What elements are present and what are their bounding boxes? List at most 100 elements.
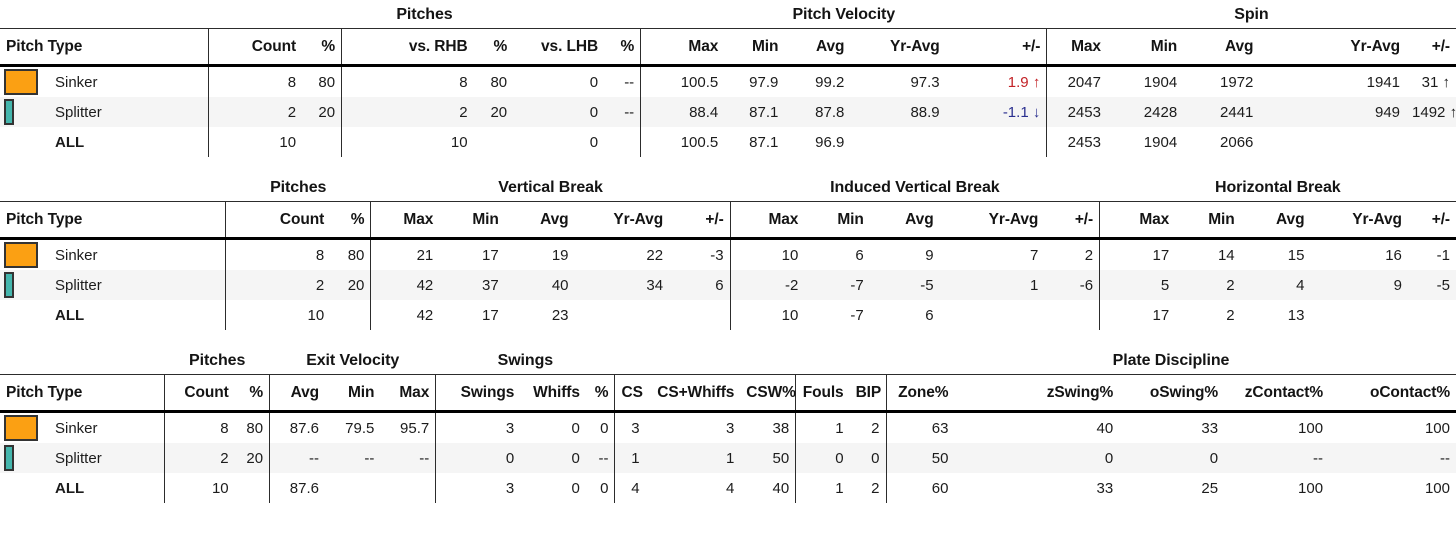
cell-splitter-csw: 50 (740, 443, 796, 473)
cell-splitter-pct: 20 (302, 97, 342, 127)
cell-sinker-vs-rhb: 8 (341, 65, 474, 97)
cell-splitter-plus-minus: 6 (669, 270, 731, 300)
cell-splitter-avg: 4 (1240, 270, 1311, 300)
cell-splitter-count: 2 (164, 443, 235, 473)
cell-sinker-plus-minus: 1.9 ↑ (1007, 73, 1041, 91)
pitch-type-label: Sinker (55, 419, 98, 437)
group-title-spacer (0, 173, 225, 202)
cell-all-pct (302, 127, 342, 157)
cell-all-max: 100.5 (640, 127, 725, 157)
group-title-swings: Swings (497, 352, 554, 369)
cell-sinker-yr-avg: 16 (1385, 246, 1402, 264)
splitter-color-swatch (4, 99, 14, 125)
cell-sinker-pct: 80 (490, 73, 508, 91)
col-header-vs-rhb: vs. RHB (341, 28, 474, 67)
col-header-yr-avg: Yr-Avg (574, 201, 670, 240)
cell-all-count: 10 (164, 473, 235, 503)
table-exit-velocity-plate-discipline: Pitches Exit Velocity Swings Plate Discipli… (0, 346, 1456, 503)
col-header-max: Max (380, 374, 436, 413)
cell-sinker-zswing: 40 (1096, 419, 1114, 437)
pitch-type-cell-splitter: Splitter (0, 270, 226, 300)
cell-splitter-cs: 1 (614, 443, 646, 473)
cell-sinker-avg: 19 (551, 246, 569, 264)
cell-all-plus-minus (1406, 127, 1456, 157)
cell-sinker-avg: 15 (1287, 246, 1305, 264)
cell-splitter-plus-minus: -1.1 ↓ (945, 97, 1047, 127)
table-row-splitter: Splitter 2 20 2 20 0 -- 88.4 87.1 87.8 88.9 -1.1 ↓ 2… (0, 97, 1456, 127)
group-title-spin: Spin (1234, 6, 1269, 23)
group-title-exit-velocity: Exit Velocity (306, 352, 400, 369)
cell-splitter-max: -- (380, 443, 436, 473)
col-header-min: Min (1106, 28, 1184, 67)
group-title-row: Pitches Exit Velocity Swings Plate Discipli… (0, 346, 1456, 375)
cell-sinker-min: 6 (855, 246, 864, 264)
group-title-spacer (796, 346, 886, 375)
cell-all-min: 1904 (1143, 133, 1178, 151)
cell-sinker-count: 8 (164, 411, 235, 443)
cell-all-min: 2 (1226, 306, 1235, 324)
cell-all-max (380, 473, 435, 503)
cell-sinker-swings: 3 (435, 411, 521, 443)
col-header-oswing: oSwing% (1119, 374, 1225, 413)
cell-all-yr-avg (575, 300, 670, 330)
cell-splitter-pct: 20 (473, 97, 514, 127)
cell-all-avg: 23 (551, 306, 569, 324)
table-row-all: ALL 10 42 17 23 10 -7 6 17 2 13 (0, 300, 1456, 330)
cell-sinker-csw: 38 (772, 419, 790, 437)
cell-splitter-vs-lhb: 0 (513, 97, 605, 127)
cell-splitter-max: -2 (729, 270, 805, 300)
table-row-all: ALL 10 10 0 100.5 87.1 96.9 2453 1904 2066 (0, 127, 1456, 157)
table-row-sinker: Sinker 8 80 8 80 0 -- 100.5 97.9 99.2 97.3 1.9 ↑ 204… (0, 65, 1456, 97)
cell-sinker-vs-lhb: 0 (589, 73, 599, 91)
cell-splitter-avg: 40 (504, 270, 575, 300)
cell-sinker-min: 14 (1217, 246, 1235, 264)
col-header-pitch-type: Pitch Type (0, 201, 226, 240)
cell-sinker-avg: 99.2 (815, 73, 845, 91)
cell-sinker-count: 8 (207, 65, 303, 97)
col-header-avg: Avg (269, 374, 325, 413)
cell-all-yr-avg (1310, 300, 1407, 330)
cell-sinker-cs-whiffs: 3 (725, 419, 735, 437)
cell-all-oswing: 25 (1201, 479, 1219, 497)
cell-all-min: 17 (482, 306, 499, 324)
column-header-row: Pitch Type Count% Max Min Avg Yr-Avg +/- Max Min… (0, 201, 1456, 240)
cell-sinker-max: 95.7 (400, 419, 430, 437)
cell-splitter-whiffs: 0 (520, 443, 586, 473)
cell-splitter-plus-minus: -5 (1407, 270, 1456, 300)
cell-splitter-cs-whiffs: 1 (645, 443, 741, 473)
group-title-spacer (0, 0, 208, 29)
cell-splitter-plus-minus: 1492 ↑ (1406, 97, 1456, 127)
cell-splitter-avg: -- (269, 443, 325, 473)
cell-sinker-pct: 80 (347, 246, 365, 264)
cell-sinker-yr-avg: 1941 (1366, 73, 1401, 91)
cell-sinker-min: 1904 (1143, 73, 1178, 91)
cell-splitter-pct: -- (604, 97, 641, 127)
col-header-pct: % (585, 374, 615, 413)
pitch-type-label: Sinker (55, 246, 98, 264)
cell-all-fouls: 1 (795, 473, 850, 503)
cell-sinker-plus-minus: 31 ↑ (1421, 73, 1450, 91)
cell-sinker-pct: 80 (246, 419, 264, 437)
table-row-sinker: Sinker 8 80 21 17 19 22 -3 10 6 9 7 2 17 14 15 16 -1 (0, 238, 1456, 270)
cell-splitter-bip: 0 (849, 443, 886, 473)
table-pitches-velocity-spin: Pitches Pitch Velocity Spin Pitch Type Count… (0, 0, 1456, 157)
pitch-type-label: Splitter (55, 449, 102, 467)
cell-sinker-avg: 87.6 (269, 411, 325, 443)
cell-all-max: 17 (1099, 300, 1176, 330)
cell-all-vs-lhb: 0 (589, 133, 599, 151)
col-header-max: Max (1099, 201, 1176, 240)
cell-sinker-fouls: 1 (795, 411, 850, 443)
col-header-yr-avg: Yr-Avg (1259, 28, 1407, 67)
cell-all-pct: 0 (600, 479, 609, 497)
table-row-all: ALL 10 87.6 3 0 0 4 4 40 1 2 60 33 25 100 100 (0, 473, 1456, 503)
col-header-pct: % (234, 374, 270, 413)
col-header-min: Min (804, 201, 870, 240)
col-header-plus-minus: +/- (1044, 201, 1100, 240)
col-header-vs-lhb: vs. LHB (513, 28, 605, 67)
cell-all-bip: 2 (871, 479, 880, 497)
cell-all-pct (330, 300, 371, 330)
group-title-row: Pitches Pitch Velocity Spin (0, 0, 1456, 29)
group-title-horizontal-break: Horizontal Break (1215, 179, 1341, 196)
col-header-yr-avg: Yr-Avg (850, 28, 946, 67)
cell-splitter-yr-avg: 34 (574, 270, 670, 300)
